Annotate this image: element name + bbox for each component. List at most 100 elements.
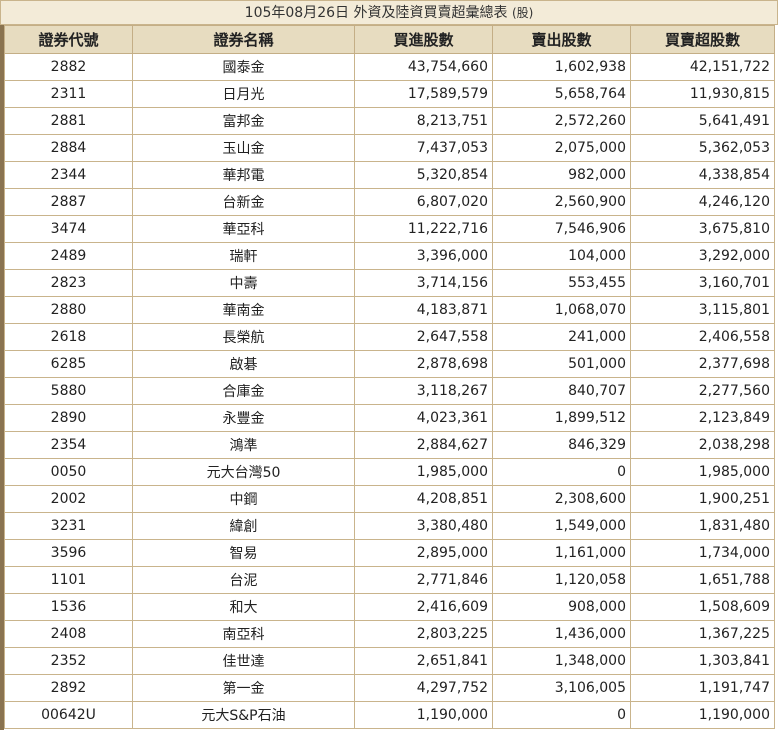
stock-name-cell: 玉山金 — [132, 134, 355, 162]
table-row: 2618 長榮航 2,647,558 241,000 2,406,558 — [4, 323, 775, 351]
buy-shares-cell: 4,023,361 — [354, 404, 493, 432]
table-row: 2408 南亞科 2,803,225 1,436,000 1,367,225 — [4, 620, 775, 648]
table-row: 1536 和大 2,416,609 908,000 1,508,609 — [4, 593, 775, 621]
stock-code-cell: 2892 — [4, 674, 133, 702]
sell-shares-cell: 2,075,000 — [492, 134, 631, 162]
net-shares-cell: 1,831,480 — [630, 512, 775, 540]
stock-name-cell: 南亞科 — [132, 620, 355, 648]
table-row: 3231 緯創 3,380,480 1,549,000 1,831,480 — [4, 512, 775, 540]
table-row: 5880 合庫金 3,118,267 840,707 2,277,560 — [4, 377, 775, 405]
sell-shares-cell: 104,000 — [492, 242, 631, 270]
buy-shares-cell: 3,714,156 — [354, 269, 493, 297]
stock-code-cell: 3231 — [4, 512, 133, 540]
stock-code-cell: 1536 — [4, 593, 133, 621]
table-row: 2002 中鋼 4,208,851 2,308,600 1,900,251 — [4, 485, 775, 513]
stock-name-cell: 合庫金 — [132, 377, 355, 405]
stock-code-cell: 2880 — [4, 296, 133, 324]
buy-shares-cell: 1,190,000 — [354, 701, 493, 729]
stock-code-cell: 2352 — [4, 647, 133, 675]
net-shares-cell: 1,900,251 — [630, 485, 775, 513]
buy-shares-cell: 2,416,609 — [354, 593, 493, 621]
stock-name-cell: 第一金 — [132, 674, 355, 702]
table-row: 2352 佳世達 2,651,841 1,348,000 1,303,841 — [4, 647, 775, 675]
sell-shares-cell: 0 — [492, 458, 631, 486]
stock-code-cell: 2884 — [4, 134, 133, 162]
stock-name-cell: 鴻準 — [132, 431, 355, 459]
stock-name-cell: 台泥 — [132, 566, 355, 594]
buy-shares-cell: 6,807,020 — [354, 188, 493, 216]
buy-shares-cell: 3,396,000 — [354, 242, 493, 270]
column-header-name: 證券名稱 — [132, 25, 355, 54]
sell-shares-cell: 2,308,600 — [492, 485, 631, 513]
header-row: 證券代號 證券名稱 買進股數 賣出股數 買賣超股數 — [4, 25, 775, 54]
stock-name-cell: 元大S&P石油 — [132, 701, 355, 729]
stock-name-cell: 富邦金 — [132, 107, 355, 135]
table-row: 2344 華邦電 5,320,854 982,000 4,338,854 — [4, 161, 775, 189]
stock-name-cell: 日月光 — [132, 80, 355, 108]
stock-code-cell: 0050 — [4, 458, 133, 486]
foreign-investor-table: 證券代號 證券名稱 買進股數 賣出股數 買賣超股數 2882 國泰金 43,754,… — [4, 25, 775, 729]
stock-code-cell: 2354 — [4, 431, 133, 459]
report-unit: (股) — [511, 6, 534, 20]
stock-code-cell: 2882 — [4, 53, 133, 81]
stock-code-cell: 2489 — [4, 242, 133, 270]
table-row: 2887 台新金 6,807,020 2,560,900 4,246,120 — [4, 188, 775, 216]
stock-code-cell: 6285 — [4, 350, 133, 378]
net-shares-cell: 3,292,000 — [630, 242, 775, 270]
buy-shares-cell: 2,884,627 — [354, 431, 493, 459]
stock-name-cell: 華邦電 — [132, 161, 355, 189]
table-row: 2354 鴻準 2,884,627 846,329 2,038,298 — [4, 431, 775, 459]
buy-shares-cell: 17,589,579 — [354, 80, 493, 108]
buy-shares-cell: 5,320,854 — [354, 161, 493, 189]
sell-shares-cell: 501,000 — [492, 350, 631, 378]
sell-shares-cell: 7,546,906 — [492, 215, 631, 243]
net-shares-cell: 5,362,053 — [630, 134, 775, 162]
stock-name-cell: 國泰金 — [132, 53, 355, 81]
column-header-buy: 買進股數 — [354, 25, 493, 54]
sell-shares-cell: 908,000 — [492, 593, 631, 621]
stock-code-cell: 5880 — [4, 377, 133, 405]
buy-shares-cell: 2,647,558 — [354, 323, 493, 351]
buy-shares-cell: 43,754,660 — [354, 53, 493, 81]
sell-shares-cell: 2,560,900 — [492, 188, 631, 216]
stock-name-cell: 中壽 — [132, 269, 355, 297]
stock-code-cell: 00642U — [4, 701, 133, 729]
sell-shares-cell: 1,348,000 — [492, 647, 631, 675]
buy-shares-cell: 2,895,000 — [354, 539, 493, 567]
net-shares-cell: 1,303,841 — [630, 647, 775, 675]
net-shares-cell: 1,734,000 — [630, 539, 775, 567]
table-row: 3596 智易 2,895,000 1,161,000 1,734,000 — [4, 539, 775, 567]
sell-shares-cell: 1,899,512 — [492, 404, 631, 432]
stock-code-cell: 2881 — [4, 107, 133, 135]
table-row: 2311 日月光 17,589,579 5,658,764 11,930,815 — [4, 80, 775, 108]
net-shares-cell: 3,160,701 — [630, 269, 775, 297]
buy-shares-cell: 11,222,716 — [354, 215, 493, 243]
stock-code-cell: 1101 — [4, 566, 133, 594]
stock-name-cell: 長榮航 — [132, 323, 355, 351]
net-shares-cell: 1,190,000 — [630, 701, 775, 729]
net-shares-cell: 2,038,298 — [630, 431, 775, 459]
stock-code-cell: 3596 — [4, 539, 133, 567]
table-row: 2489 瑞軒 3,396,000 104,000 3,292,000 — [4, 242, 775, 270]
column-header-code: 證券代號 — [4, 25, 133, 54]
buy-shares-cell: 8,213,751 — [354, 107, 493, 135]
stock-name-cell: 佳世達 — [132, 647, 355, 675]
stock-name-cell: 啟碁 — [132, 350, 355, 378]
table-row: 1101 台泥 2,771,846 1,120,058 1,651,788 — [4, 566, 775, 594]
column-header-net: 買賣超股數 — [630, 25, 775, 54]
stock-name-cell: 瑞軒 — [132, 242, 355, 270]
table-row: 2892 第一金 4,297,752 3,106,005 1,191,747 — [4, 674, 775, 702]
table-row: 00642U 元大S&P石油 1,190,000 0 1,190,000 — [4, 701, 775, 729]
buy-shares-cell: 2,803,225 — [354, 620, 493, 648]
stock-name-cell: 智易 — [132, 539, 355, 567]
net-shares-cell: 2,406,558 — [630, 323, 775, 351]
stock-code-cell: 3474 — [4, 215, 133, 243]
net-shares-cell: 11,930,815 — [630, 80, 775, 108]
stock-code-cell: 2408 — [4, 620, 133, 648]
net-shares-cell: 2,123,849 — [630, 404, 775, 432]
table-row: 2890 永豐金 4,023,361 1,899,512 2,123,849 — [4, 404, 775, 432]
report-caption: 105年08月26日 外資及陸資買賣超彙總表 (股) — [0, 0, 778, 25]
net-shares-cell: 3,115,801 — [630, 296, 775, 324]
buy-shares-cell: 7,437,053 — [354, 134, 493, 162]
buy-shares-cell: 4,297,752 — [354, 674, 493, 702]
